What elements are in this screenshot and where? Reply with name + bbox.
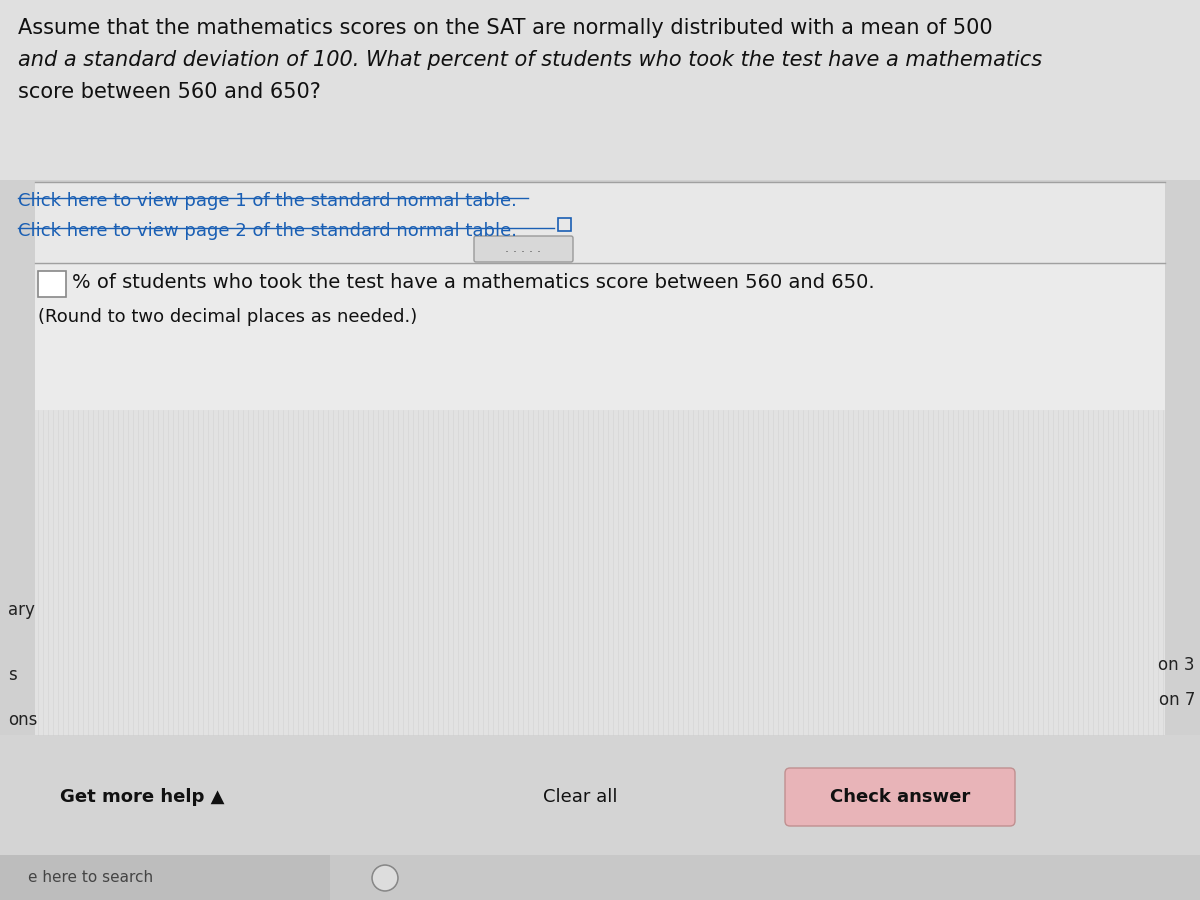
Text: (Round to two decimal places as needed.): (Round to two decimal places as needed.) [38,308,418,326]
Text: ons: ons [8,711,37,729]
Text: e here to search: e here to search [28,870,154,886]
Text: on 3: on 3 [1158,656,1195,674]
FancyBboxPatch shape [0,735,1200,855]
Text: and a standard deviation of 100. What percent of students who took the test have: and a standard deviation of 100. What pe… [18,50,1042,70]
FancyBboxPatch shape [35,182,1165,270]
Text: Get more help ▲: Get more help ▲ [60,788,224,806]
Text: % of students who took the test have a mathematics score between 560 and 650.: % of students who took the test have a m… [72,274,875,292]
FancyBboxPatch shape [785,768,1015,826]
FancyBboxPatch shape [0,0,1200,180]
FancyBboxPatch shape [38,271,66,297]
FancyBboxPatch shape [474,236,574,262]
Text: Assume that the mathematics scores on the SAT are normally distributed with a me: Assume that the mathematics scores on th… [18,18,992,38]
Text: . . . . .: . . . . . [505,242,541,256]
Text: on 7: on 7 [1159,691,1195,709]
FancyBboxPatch shape [35,265,1165,410]
Text: Check answer: Check answer [830,788,970,806]
Text: Click here to view page 2 of the standard normal table.: Click here to view page 2 of the standar… [18,222,517,240]
FancyBboxPatch shape [0,855,1200,900]
Text: ary: ary [8,601,35,619]
FancyBboxPatch shape [0,855,330,900]
FancyBboxPatch shape [35,410,1165,735]
Text: s: s [8,666,17,684]
Circle shape [372,865,398,891]
Text: Clear all: Clear all [542,788,617,806]
Text: score between 560 and 650?: score between 560 and 650? [18,82,320,102]
Text: Click here to view page 1 of the standard normal table.: Click here to view page 1 of the standar… [18,192,517,210]
